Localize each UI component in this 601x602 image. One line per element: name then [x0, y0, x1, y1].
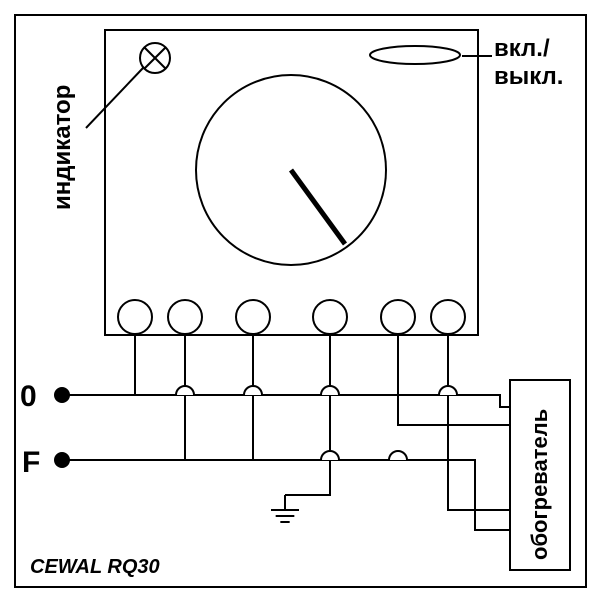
switch-label-2: выкл. [494, 63, 563, 90]
terminal-phase [54, 452, 70, 468]
wire-hop-0 [176, 386, 194, 395]
wire-hop-1 [244, 386, 262, 395]
heater-label: обогреватель [527, 409, 552, 560]
indicator-label: индикатор [49, 85, 76, 210]
wiring-diagram: индикатор вкл./выкл. 0 Fобогреватель CEWAL R… [0, 0, 601, 602]
zero-label: 0 [20, 380, 37, 413]
wire-hop-2 [321, 386, 339, 395]
phase-label: F [22, 446, 40, 479]
wire-hop-3 [321, 451, 339, 460]
wire-hop-4 [389, 451, 407, 460]
model-label: CEWAL RQ30 [30, 556, 160, 578]
switch-label-1: вкл./ [494, 35, 550, 62]
wire-hop-5 [439, 386, 457, 395]
terminal-zero [54, 387, 70, 403]
